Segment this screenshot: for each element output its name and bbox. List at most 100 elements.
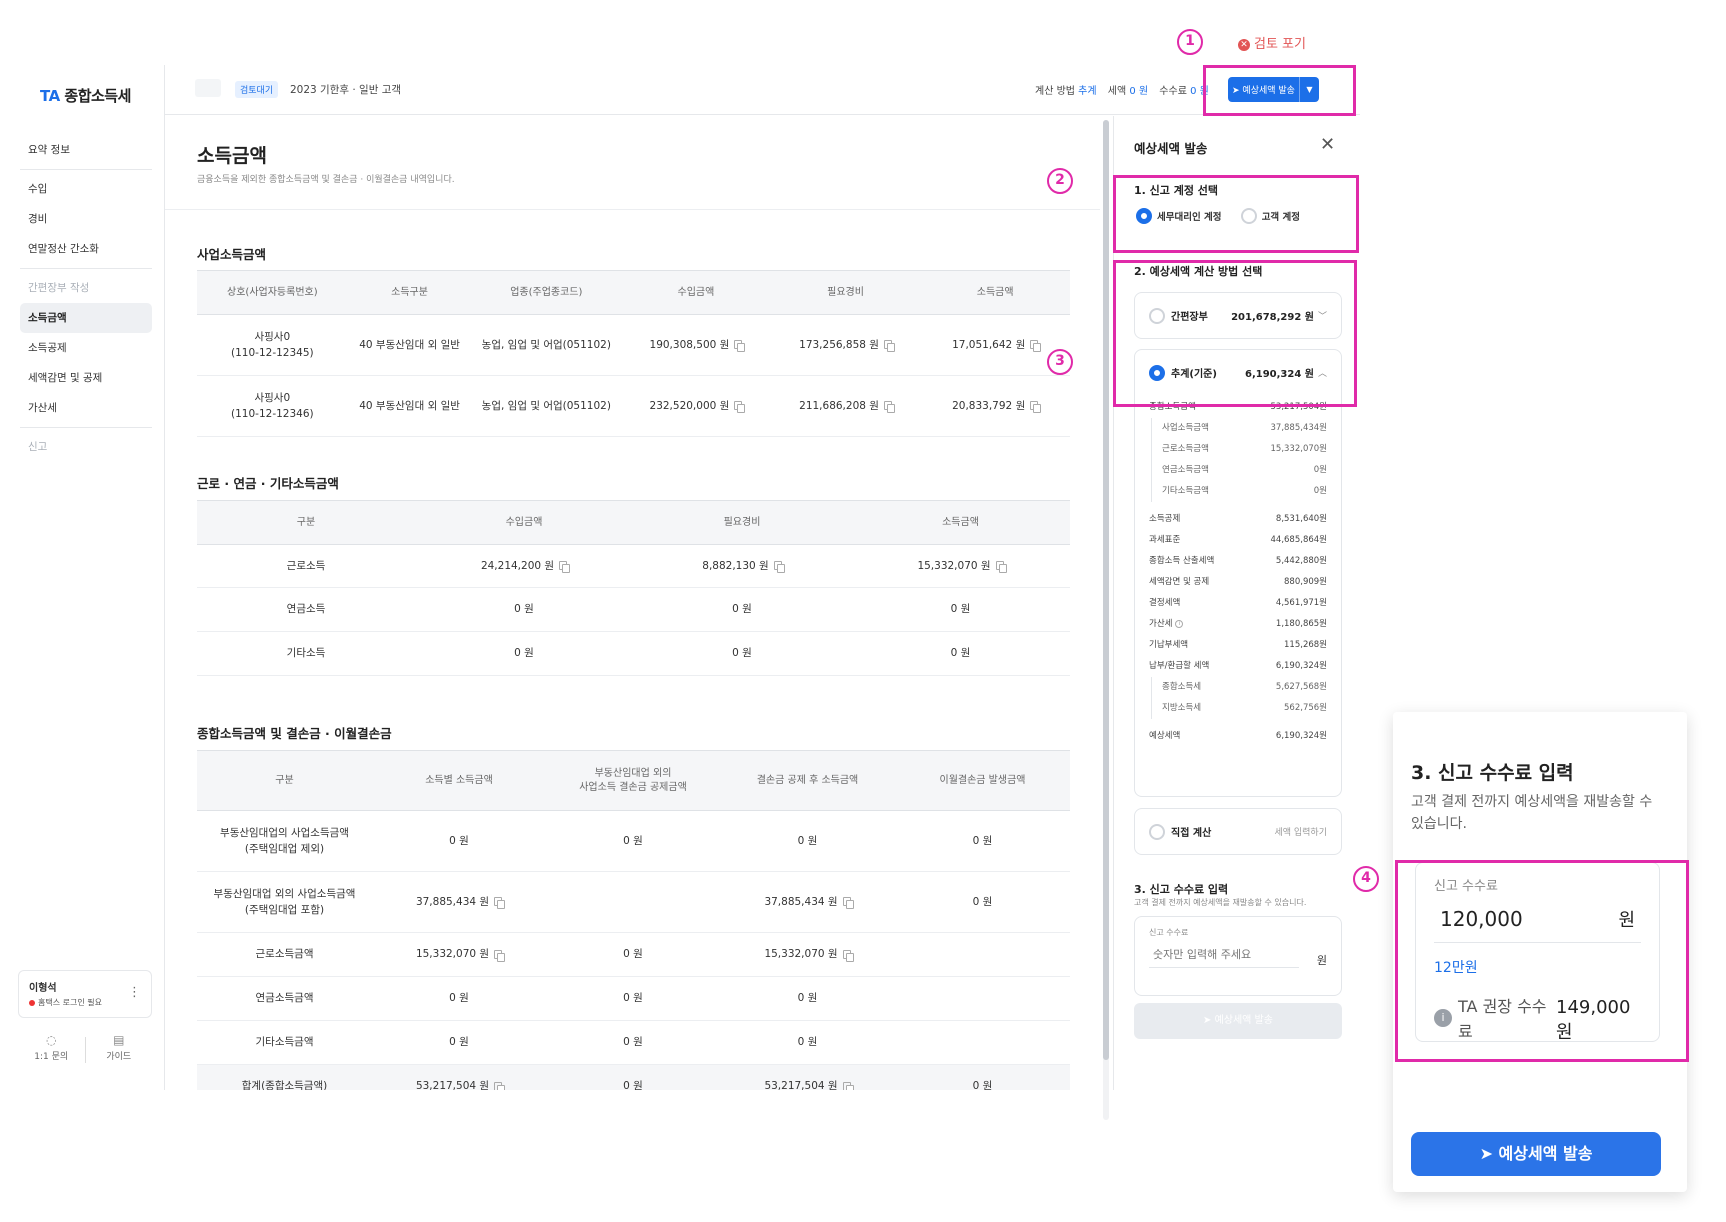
sidebar-item-simple-ledger[interactable]: 간편장부 작성 — [28, 282, 90, 294]
calc-option-estimate[interactable]: 추계(기준) 6,190,324 원 ︿ 종합소득금액 53,217,504원 사… — [1134, 349, 1342, 797]
breakdown-row: 기타소득금액 0원 — [1151, 481, 1327, 502]
recommended-fee-label: TA 권장 수수료 — [1458, 997, 1547, 1041]
sidebar-item-deduction[interactable]: 소득공제 — [28, 342, 67, 354]
income-cell: 0 원 — [372, 1020, 546, 1065]
more-vertical-icon[interactable]: ⋮ — [128, 985, 141, 1000]
page-title: 소득금액 — [197, 145, 267, 167]
copy-icon[interactable] — [1030, 340, 1042, 353]
step1-title: 1. 신고 계정 선택 — [1134, 184, 1219, 197]
breakdown-label: 연금소득금액 — [1162, 465, 1209, 475]
revenue-cell: 190,308,500 원 — [621, 314, 771, 376]
copy-icon[interactable] — [842, 897, 854, 910]
chevron-up-icon[interactable]: ︿ — [1317, 369, 1327, 379]
breakdown-row: 종합소득세 5,627,568원 — [1151, 677, 1327, 698]
column-header: 부동산임대업 외의 사업소득 결손금 공제금액 — [546, 750, 720, 811]
calc-option-label: 추계(기준) — [1171, 369, 1217, 380]
radio-client-account[interactable]: 고객 계정 — [1240, 208, 1300, 224]
business-income-title: 사업소득금액 — [197, 247, 267, 262]
abandon-review-button[interactable]: ✕ 검토 포기 — [1238, 33, 1306, 52]
sidebar-item-tax-credit[interactable]: 세액감면 및 공제 — [28, 372, 103, 384]
zoom-fee-label: 신고 수수료 — [1434, 879, 1498, 894]
sidebar-item-revenue[interactable]: 수입 — [28, 183, 48, 195]
column-header-line: 사업소득 결손금 공제금액 — [579, 781, 687, 793]
zoom-fee-value: 120,000 — [1440, 907, 1523, 931]
income-cell: 53,217,504 원 — [372, 1064, 546, 1090]
step3-description: 고객 결제 전까지 예상세액을 재발송할 수 있습니다. — [1134, 898, 1307, 907]
income-value: 37,885,434 원 — [415, 895, 490, 908]
info-icon[interactable]: i — [1175, 619, 1184, 628]
inquiry-button[interactable]: ◌ 1:1 문의 — [18, 1033, 85, 1067]
copy-icon[interactable] — [842, 1081, 854, 1090]
zoom-send-button[interactable]: ➤ 예상세액 발송 — [1411, 1132, 1661, 1176]
loss-deduction-cell: 0 원 — [546, 1020, 720, 1065]
copy-icon[interactable] — [773, 561, 785, 574]
main-scrollbar[interactable] — [1103, 120, 1109, 1120]
zoom-fee-input[interactable]: 120,000 원 — [1434, 906, 1641, 943]
revenue-cell: 0 원 — [415, 587, 633, 632]
breakdown-value: 5,627,568원 — [1275, 682, 1327, 692]
app-logo[interactable]: TA 종합소득세 — [40, 85, 131, 106]
table-row: 부동산임대업의 사업소득금액 (주택임대업 제외) 0 원 0 원 0 원 0 원 — [197, 810, 1070, 872]
type-cell: 연금소득 — [197, 587, 415, 632]
send-estimate-submit-button[interactable]: ➤ 예상세액 발송 — [1134, 1003, 1342, 1039]
copy-icon[interactable] — [734, 401, 746, 414]
info-icon[interactable]: i — [1434, 1009, 1452, 1027]
scrollbar-thumb[interactable] — [1103, 120, 1109, 1060]
copy-icon[interactable] — [494, 949, 506, 962]
after-deduction-cell: 15,332,070 원 — [720, 932, 895, 977]
calc-option-direct[interactable]: 직접 계산 세액 입력하기 — [1134, 808, 1342, 855]
radio-selected-icon — [1136, 208, 1152, 224]
calc-option-simple[interactable]: 간편장부 201,678,292 원 ﹀ — [1134, 292, 1342, 339]
annotation-marker-3: 3 — [1047, 349, 1073, 375]
fee-label: 수수료 — [1159, 86, 1187, 97]
sidebar-item-year-end[interactable]: 연말정산 간소화 — [28, 243, 99, 255]
guide-button[interactable]: ▤ 가이드 — [86, 1033, 153, 1067]
expense-cell: 8,882,130 원 — [633, 544, 851, 588]
column-header: 결손금 공제 후 소득금액 — [720, 750, 895, 811]
breakdown-label: 소득공제 — [1149, 514, 1181, 524]
breakdown-row: 기납부세액 115,268원 — [1149, 635, 1327, 656]
copy-icon[interactable] — [559, 561, 571, 574]
send-estimate-button[interactable]: ➤ 예상세액 발송 ▼ — [1228, 77, 1319, 102]
breakdown-label: 예상세액 — [1149, 731, 1181, 741]
breakdown-label: 지방소득세 — [1162, 703, 1202, 713]
panel-title: 예상세액 발송 — [1134, 141, 1208, 156]
copy-icon[interactable] — [494, 897, 506, 910]
breakdown-row: 종합소득금액 53,217,504원 — [1149, 397, 1327, 418]
copy-icon[interactable] — [883, 340, 895, 353]
help-row: ◌ 1:1 문의 ▤ 가이드 — [18, 1033, 152, 1067]
chevron-down-icon[interactable]: ▼ — [1299, 77, 1319, 102]
table-header-row: 구분 소득별 소득금액 부동산임대업 외의 사업소득 결손금 공제금액 결손금 공… — [197, 750, 1070, 811]
copy-icon[interactable] — [734, 340, 746, 353]
direct-input-hint[interactable]: 세액 입력하기 — [1274, 828, 1327, 838]
breakdown-label: 근로소득금액 — [1162, 444, 1209, 454]
chevron-down-icon[interactable]: ﹀ — [1317, 312, 1327, 322]
breakdown-row: 납부/환급할 세액 6,190,324원 — [1149, 656, 1327, 677]
calc-option-header: 간편장부 201,678,292 원 ﹀ — [1135, 293, 1341, 338]
breakdown-value: 562,756원 — [1284, 703, 1327, 713]
close-icon[interactable]: ✕ — [1320, 134, 1336, 155]
copy-icon[interactable] — [883, 401, 895, 414]
breakdown-label: 과세표준 — [1149, 535, 1181, 545]
copy-icon[interactable] — [494, 1081, 506, 1090]
breakdown-label: 종합소득금액 — [1149, 402, 1196, 412]
sidebar-item-penalty[interactable]: 가산세 — [28, 402, 57, 414]
category-cell: 연금소득금액 — [197, 976, 372, 1021]
breakdown-value: 6,190,324원 — [1275, 731, 1327, 741]
carryover-loss-cell — [895, 976, 1070, 1021]
copy-icon[interactable] — [842, 949, 854, 962]
radio-agent-account[interactable]: 세무대리인 계정 — [1136, 208, 1222, 224]
user-card[interactable]: 이형석 홈택스 로그인 필요 ⋮ — [18, 970, 152, 1018]
after-deduction-cell: 0 원 — [720, 810, 895, 872]
sidebar-item-expense[interactable]: 경비 — [28, 213, 48, 225]
sidebar-item-income[interactable]: 소득금액 — [20, 303, 152, 333]
sidebar-item-report[interactable]: 신고 — [28, 441, 48, 453]
expense-cell: 211,686,208 원 — [770, 375, 921, 437]
expense-value: 8,882,130 원 — [702, 559, 769, 572]
logo-text: 종합소득세 — [59, 87, 131, 105]
sidebar-item-summary[interactable]: 요약 정보 — [28, 144, 70, 156]
copy-icon[interactable] — [1030, 401, 1042, 414]
category-label: 부동산임대업의 사업소득금액 — [220, 826, 349, 839]
fee-input[interactable] — [1149, 938, 1299, 968]
copy-icon[interactable] — [995, 561, 1007, 574]
